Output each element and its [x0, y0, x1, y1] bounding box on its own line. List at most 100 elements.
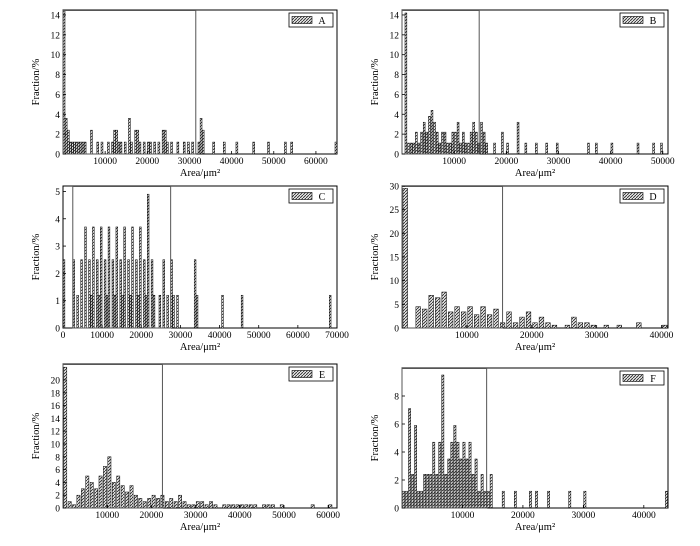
xtick-label-c-1: 10000	[90, 331, 114, 341]
ytick-label-d-1: 5	[394, 301, 399, 311]
ytick-label-b-6: 12	[390, 31, 400, 41]
bar-a-42	[212, 141, 215, 155]
bars-d	[402, 188, 668, 329]
ytick-label-e-4: 8	[55, 453, 60, 463]
bar-e-14	[125, 491, 129, 509]
bar-c-28	[147, 193, 150, 329]
bar-a-45	[252, 141, 255, 155]
legend-swatch-b	[622, 16, 644, 24]
bar-a-14	[107, 141, 110, 155]
bar-c-7	[92, 226, 95, 329]
bar-a-34	[170, 141, 173, 155]
legend-swatch-c	[291, 192, 313, 200]
bar-d-29	[616, 324, 622, 329]
bar-e-7	[94, 488, 98, 509]
bar-a-49	[334, 141, 338, 155]
bar-b-11	[433, 121, 436, 155]
xtick-label-b-4: 50000	[651, 157, 675, 167]
bar-a-33	[166, 141, 169, 155]
bar-f-15	[447, 458, 451, 509]
bar-e-46	[279, 504, 284, 509]
bar-e-28	[187, 504, 191, 509]
bar-b-25	[469, 131, 473, 155]
bar-b-5	[417, 142, 421, 155]
bar-b-1	[407, 142, 410, 155]
bar-a-4	[71, 141, 74, 155]
bar-d-1	[415, 306, 421, 329]
bar-d-21	[545, 322, 551, 329]
bar-b-3	[412, 142, 415, 155]
bar-a-22	[130, 141, 133, 155]
y-axis-title-d: Fraction/%	[370, 233, 381, 280]
bar-b-4	[415, 131, 418, 155]
bar-f-24	[474, 458, 478, 509]
bar-a-9	[81, 141, 85, 155]
bar-e-40	[244, 504, 249, 509]
bar-c-9	[98, 294, 101, 329]
y-axis-title-e: Fraction/%	[31, 412, 42, 459]
bar-a-38	[191, 141, 194, 155]
bar-e-31	[200, 501, 205, 509]
bar-a-6	[75, 141, 78, 155]
bar-e-29	[191, 504, 196, 509]
ytick-label-b-2: 4	[394, 111, 399, 121]
bar-a-47	[284, 141, 287, 155]
bar-a-7	[77, 141, 81, 155]
bar-b-20	[456, 121, 460, 155]
ytick-label-d-3: 15	[390, 254, 400, 264]
bars-c	[62, 193, 332, 329]
bars-e	[63, 366, 333, 509]
bar-f-35	[568, 490, 572, 509]
ytick-label-d-5: 25	[390, 206, 400, 216]
bar-b-17	[449, 142, 452, 155]
ytick-label-e-2: 4	[55, 479, 60, 489]
y-axis-title-b: Fraction/%	[370, 58, 381, 105]
bar-e-36	[226, 504, 231, 509]
bar-b-43	[636, 142, 640, 155]
xtick-label-e-4: 50000	[272, 511, 296, 521]
xtick-label-e-0: 10000	[95, 511, 119, 521]
bar-e-32	[204, 504, 209, 509]
bar-d-13	[493, 308, 499, 329]
ytick-label-f-1: 2	[394, 477, 399, 487]
bar-a-12	[96, 141, 99, 155]
ytick-label-e-8: 16	[51, 402, 61, 412]
bar-a-5	[73, 141, 76, 155]
xtick-label-c-7: 70000	[325, 331, 349, 341]
xtick-label-c-2: 20000	[129, 331, 153, 341]
bar-b-36	[524, 142, 528, 155]
bar-f-5	[417, 490, 420, 509]
bar-c-37	[193, 259, 197, 329]
bar-f-21	[465, 458, 469, 509]
bar-b-6	[420, 131, 423, 155]
bar-c-39	[221, 294, 224, 329]
bar-f-10	[432, 441, 436, 509]
ytick-label-a-4: 8	[55, 71, 60, 81]
panel-a: 10000 20000 30000 40000 50000 60000 0 2 4 6 8 10 12 1…	[31, 9, 338, 179]
bar-a-16	[113, 129, 116, 155]
bar-c-33	[166, 294, 169, 329]
bar-e-6	[89, 482, 94, 509]
ytick-label-e-6: 12	[51, 428, 61, 438]
bar-a-39	[197, 141, 201, 155]
xtick-label-b-2: 30000	[547, 157, 571, 167]
bar-c-25	[139, 226, 142, 329]
bar-d-25	[577, 322, 584, 329]
bar-b-29	[480, 121, 483, 155]
bar-b-45	[660, 142, 663, 155]
bar-a-11	[90, 129, 93, 155]
bar-f-26	[480, 474, 484, 509]
xtick-label-f-1: 20000	[511, 511, 535, 521]
bar-b-13	[438, 142, 441, 155]
bar-a-43	[223, 141, 226, 155]
ytick-label-c-2: 2	[55, 270, 60, 280]
bar-c-16	[115, 226, 118, 329]
bar-e-23	[165, 501, 169, 509]
bar-e-38	[235, 504, 240, 509]
bar-c-41	[329, 294, 332, 329]
xtick-label-a-4: 50000	[262, 157, 286, 167]
bar-b-40	[587, 142, 590, 155]
bar-e-5	[85, 475, 90, 509]
bar-f-12	[438, 441, 442, 509]
bar-d-12	[487, 314, 493, 329]
